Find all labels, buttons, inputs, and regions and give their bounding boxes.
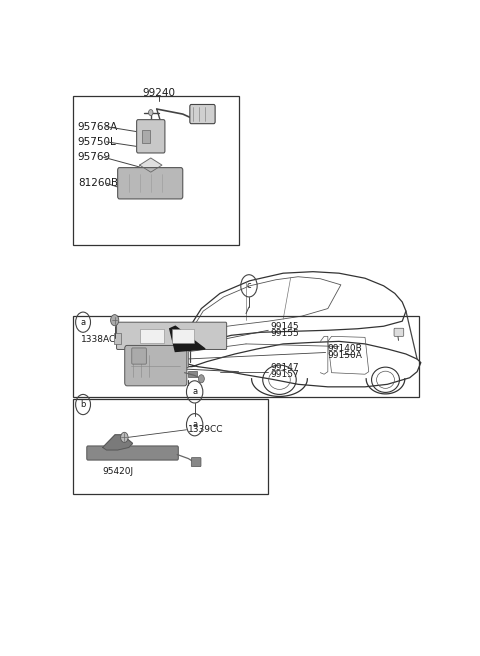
Bar [142,131,150,144]
Circle shape [148,110,153,115]
Polygon shape [103,435,132,450]
Text: 95420J: 95420J [103,467,134,476]
Text: 99150A: 99150A [328,351,363,360]
Text: 95750L: 95750L [78,137,117,147]
Bar [140,329,164,343]
Text: 99240: 99240 [142,88,175,98]
Text: 99155: 99155 [270,329,299,338]
FancyBboxPatch shape [190,104,215,124]
Polygon shape [140,158,162,172]
FancyBboxPatch shape [125,346,187,386]
FancyBboxPatch shape [137,119,165,153]
FancyBboxPatch shape [192,458,201,466]
FancyBboxPatch shape [87,446,178,460]
Bar [73,96,239,245]
Text: 99147: 99147 [270,363,299,372]
FancyBboxPatch shape [132,348,146,364]
Text: 95769: 95769 [78,152,111,162]
Text: 1338AC: 1338AC [81,335,117,344]
Text: c: c [247,281,252,291]
Bar [73,316,419,397]
Text: 95768A: 95768A [78,122,118,132]
Circle shape [198,375,204,383]
FancyBboxPatch shape [118,168,183,199]
Bar [188,371,196,377]
Text: 99157: 99157 [270,370,299,379]
Polygon shape [170,326,205,352]
Text: a: a [192,420,197,429]
Circle shape [120,432,128,442]
FancyBboxPatch shape [117,322,227,350]
FancyBboxPatch shape [394,328,404,337]
Bar [73,399,268,494]
Circle shape [110,315,119,326]
Text: a: a [192,388,197,396]
Text: 81260B: 81260B [78,178,118,188]
Bar [172,329,194,343]
Text: 99145: 99145 [270,321,299,331]
Text: 99140B: 99140B [328,344,362,353]
Bar [114,333,121,344]
Text: a: a [81,318,85,327]
Text: b: b [80,400,86,409]
Text: 1339CC: 1339CC [188,425,224,434]
FancyBboxPatch shape [173,350,188,367]
